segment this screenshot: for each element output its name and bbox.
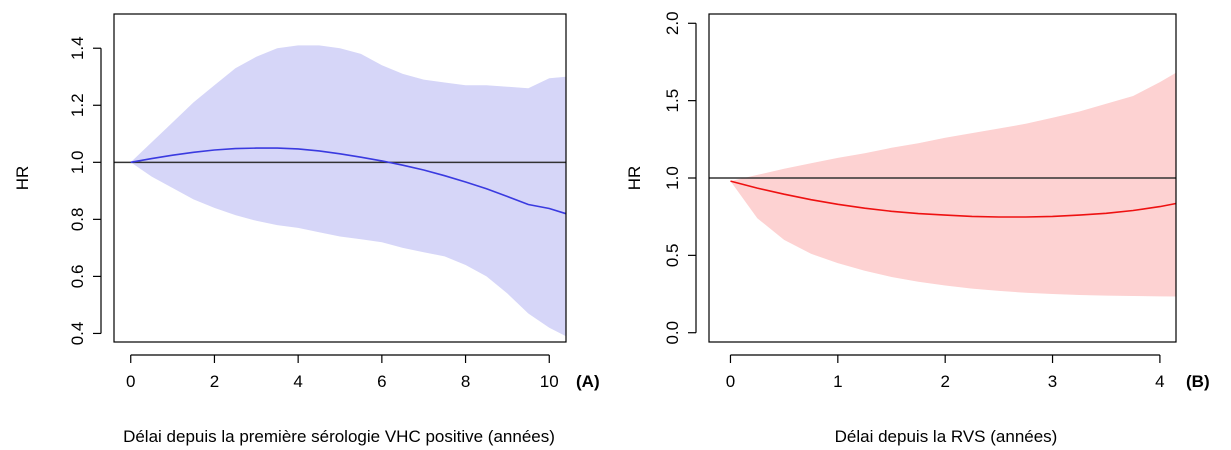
x-tick-label: 0 (126, 372, 135, 391)
x-tick-label: 2 (210, 372, 219, 391)
y-tick-label: 0.5 (663, 244, 682, 268)
x-tick-label: 8 (461, 372, 470, 391)
y-tick-label: 0.4 (68, 322, 87, 346)
y-tick-label: 0.6 (68, 265, 87, 289)
x-tick-label: 4 (1155, 372, 1164, 391)
x-axis-title: Délai depuis la première sérologie VHC p… (123, 427, 555, 446)
y-tick-label: 0.0 (663, 321, 682, 345)
x-tick-label: 4 (293, 372, 302, 391)
x-axis-title: Délai depuis la RVS (années) (835, 427, 1058, 446)
y-tick-label: 2.0 (663, 11, 682, 35)
y-tick-label: 0.8 (68, 208, 87, 232)
hr-estimate-line (730, 180, 1177, 218)
y-tick-label: 1.0 (663, 166, 682, 190)
confidence-band (730, 72, 1176, 297)
x-tick-label: 10 (540, 372, 559, 391)
panel-b: 0 1 2 3 4 0.0 0.5 1.0 1.5 2.0 Délai depuis la RVS … (625, 11, 1210, 446)
hr-estimate-line (130, 147, 567, 215)
y-tick-label: 1.2 (68, 93, 87, 117)
x-tick-label: 3 (1048, 372, 1057, 391)
panel-tag: (A) (576, 372, 600, 391)
x-tick-label: 1 (833, 372, 842, 391)
confidence-band (130, 45, 566, 337)
y-tick-label: 1.0 (68, 150, 87, 174)
x-tick-label: 6 (377, 372, 386, 391)
y-axis-title: HR (13, 166, 32, 191)
x-tick-label: 2 (940, 372, 949, 391)
y-axis-title: HR (625, 166, 644, 191)
plot-frame (708, 13, 1177, 343)
y-tick-label: 1.4 (68, 36, 87, 60)
plot-frame (113, 13, 567, 343)
panel-tag: (B) (1186, 372, 1210, 391)
y-tick-label: 1.5 (663, 89, 682, 113)
x-tick-label: 0 (726, 372, 735, 391)
panel-a: 0 2 4 6 8 10 0.4 0.6 0.8 1.0 1.2 1.4 Délai depuis la… (13, 13, 600, 446)
